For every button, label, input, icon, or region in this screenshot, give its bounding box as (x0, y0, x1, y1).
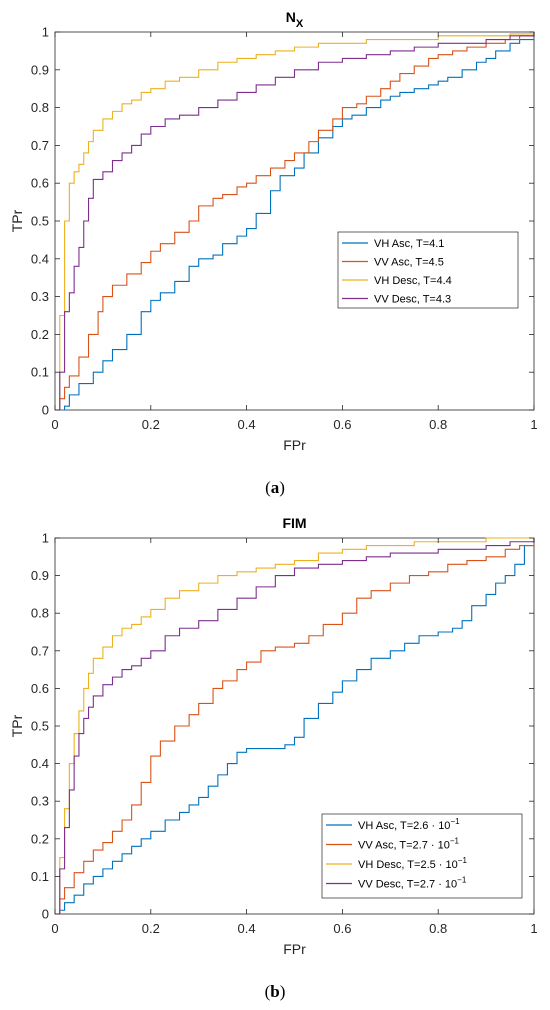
plot-area (54, 31, 535, 411)
legend-label-text: VH Desc, T=4.4 (374, 275, 452, 287)
legend-label-exponent: −1 (458, 856, 468, 865)
legend-label-text: VH Asc, T=2.6 · 10 (358, 820, 450, 832)
x-tick-label: 0.8 (429, 417, 447, 432)
y-tick-label: 0 (42, 403, 49, 418)
y-tick-label: 0.8 (31, 606, 49, 621)
caption-a-letter: a (270, 478, 280, 497)
legend-box (321, 813, 523, 899)
y-tick-label: 0.3 (31, 289, 49, 304)
series-line-2 (55, 538, 535, 915)
y-tick-label: 1 (42, 25, 49, 40)
series-line-2 (55, 32, 535, 411)
y-tick-label: 0.2 (31, 327, 49, 342)
series-line-4 (55, 538, 535, 915)
legend-label-1: VH Asc, T=2.6 · 10−1 (358, 817, 460, 832)
x-tick-label: 0.2 (142, 921, 160, 936)
series-line-1 (55, 32, 535, 411)
y-tick-label: 0.4 (31, 756, 49, 771)
x-tick-label: 1 (530, 417, 537, 432)
y-axis-label: TPr (9, 714, 25, 737)
series-line-3 (55, 537, 534, 915)
x-tick-label: 0.2 (142, 417, 160, 432)
chart-panel-1: 0 0.2 0.4 0.6 0.8 1 0 0.1 0.2 0.3 0.4 0.5 0.6 0.7 0.8 0… (9, 9, 538, 453)
chart-title: NX (286, 9, 304, 30)
y-tick-label: 0.7 (31, 138, 49, 153)
y-tick-label: 0.6 (31, 176, 49, 191)
legend-label-4: VV Desc, T=4.3 (374, 294, 451, 306)
legend-label-1: VH Asc, T=4.1 (374, 238, 444, 250)
legend-label-3: VH Desc, T=4.4 (374, 275, 452, 287)
legend-label-text: VH Desc, T=2.5 · 10 (358, 859, 458, 871)
y-tick-label: 0.1 (31, 365, 49, 380)
y-tick-label: 0.4 (31, 251, 49, 266)
y-tick-label: 0.9 (31, 62, 49, 77)
legend: VH Asc, T=4.1 VV Asc, T=4.5 VH Desc, T=4.4… (337, 231, 519, 309)
x-tick-label: 1 (530, 921, 537, 936)
legend-label-exponent: −1 (457, 876, 467, 885)
legend-label-3: VH Desc, T=2.5 · 10−1 (358, 856, 467, 871)
legend-label-text: VV Asc, T=2.7 · 10 (358, 840, 450, 852)
y-tick-label: 0.2 (31, 831, 49, 846)
chart-title: FIM (282, 515, 306, 531)
y-tick-label: 0.6 (31, 681, 49, 696)
y-tick-label: 1 (42, 531, 49, 546)
x-tick-label: 0 (51, 417, 58, 432)
legend-label-text: VV Asc, T=4.5 (374, 257, 444, 269)
series-line-4 (55, 32, 535, 411)
y-tick-label: 0.3 (31, 794, 49, 809)
x-axis-label: FPr (283, 437, 306, 453)
x-tick-label: 0.4 (238, 921, 256, 936)
y-tick-label: 0.5 (31, 214, 49, 229)
y-tick-label: 0.5 (31, 719, 49, 734)
chart-title-subscript: X (296, 18, 304, 30)
legend-label-4: VV Desc, T=2.7 · 10−1 (358, 876, 467, 891)
caption-b: (b) (264, 982, 286, 1001)
legend-label-exponent: −1 (450, 837, 460, 846)
legend-label-text: VH Asc, T=4.1 (374, 238, 444, 250)
series-group (55, 537, 535, 915)
x-tick-label: 0.8 (429, 921, 447, 936)
y-axis-label: TPr (9, 209, 25, 232)
x-tick-label: 0.4 (238, 417, 256, 432)
caption-b-letter: b (270, 982, 280, 1001)
legend-box (337, 231, 519, 309)
y-tick-label: 0 (42, 907, 49, 922)
legend-label-2: VV Asc, T=2.7 · 10−1 (358, 837, 460, 852)
x-tick-label: 0 (51, 921, 58, 936)
y-tick-label: 0.8 (31, 100, 49, 115)
legend-label-2: VV Asc, T=4.5 (374, 257, 444, 269)
x-axis-label: FPr (283, 941, 306, 957)
series-line-1 (55, 538, 535, 915)
series-group (55, 32, 535, 411)
x-tick-label: 0.6 (333, 921, 351, 936)
x-tick-label: 0.6 (333, 417, 351, 432)
chart-panel-2: 0 0.2 0.4 0.6 0.8 1 0 0.1 0.2 0.3 0.4 0.5 0.6 0.7 0.8 0… (9, 515, 538, 957)
series-line-3 (55, 32, 535, 411)
legend: VH Asc, T=2.6 · 10−1VV Asc, T=2.7 · 10−1… (321, 813, 523, 899)
y-tick-label: 0.1 (31, 869, 49, 884)
legend-label-exponent: −1 (450, 817, 460, 826)
legend-label-text: VV Desc, T=2.7 · 10 (358, 879, 457, 891)
legend-label-text: VV Desc, T=4.3 (374, 294, 451, 306)
y-tick-label: 0.9 (31, 568, 49, 583)
y-tick-label: 0.7 (31, 643, 49, 658)
caption-a: (a) (265, 478, 285, 497)
